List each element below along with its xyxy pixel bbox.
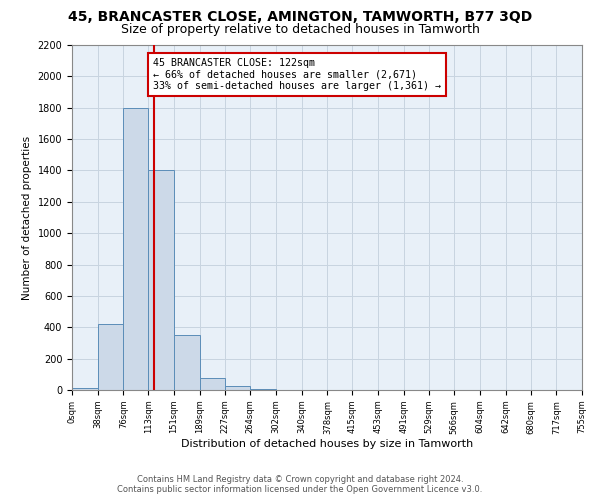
Text: Contains public sector information licensed under the Open Government Licence v3: Contains public sector information licen… [118, 485, 482, 494]
Bar [226, 386, 250, 390]
Bar [250, 389, 276, 390]
Bar [72, 388, 98, 390]
Text: 45 BRANCASTER CLOSE: 122sqm
← 66% of detached houses are smaller (2,671)
33% of : 45 BRANCASTER CLOSE: 122sqm ← 66% of det… [153, 58, 441, 90]
Bar [98, 324, 124, 390]
Y-axis label: Number of detached properties: Number of detached properties [22, 136, 32, 300]
Text: Contains HM Land Registry data © Crown copyright and database right 2024.: Contains HM Land Registry data © Crown c… [137, 475, 463, 484]
Bar [200, 378, 226, 390]
X-axis label: Distribution of detached houses by size in Tamworth: Distribution of detached houses by size … [181, 440, 473, 450]
Text: 45, BRANCASTER CLOSE, AMINGTON, TAMWORTH, B77 3QD: 45, BRANCASTER CLOSE, AMINGTON, TAMWORTH… [68, 10, 532, 24]
Bar [148, 170, 174, 390]
Bar [124, 108, 148, 390]
Bar [174, 335, 200, 390]
Text: Size of property relative to detached houses in Tamworth: Size of property relative to detached ho… [121, 22, 479, 36]
